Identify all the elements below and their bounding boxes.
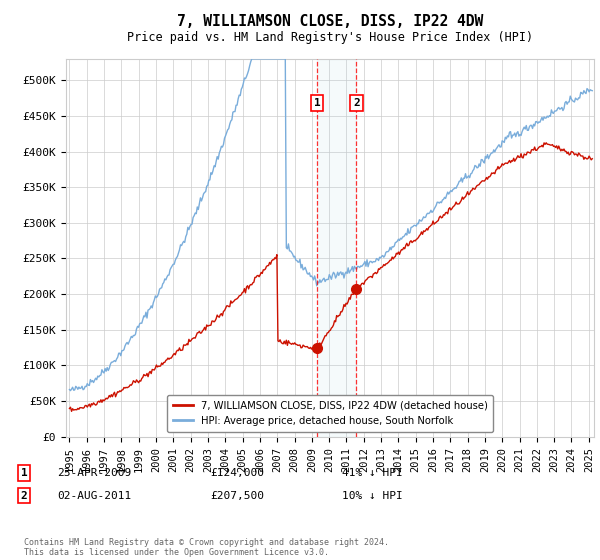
Legend: 7, WILLIAMSON CLOSE, DISS, IP22 4DW (detached house), HPI: Average price, detach: 7, WILLIAMSON CLOSE, DISS, IP22 4DW (det…: [167, 395, 493, 432]
Text: 2: 2: [353, 98, 360, 108]
Text: Price paid vs. HM Land Registry's House Price Index (HPI): Price paid vs. HM Land Registry's House …: [127, 31, 533, 44]
Text: 02-AUG-2011: 02-AUG-2011: [57, 491, 131, 501]
Text: 10% ↓ HPI: 10% ↓ HPI: [342, 491, 403, 501]
Text: Contains HM Land Registry data © Crown copyright and database right 2024.
This d: Contains HM Land Registry data © Crown c…: [24, 538, 389, 557]
Text: £207,500: £207,500: [210, 491, 264, 501]
Text: £124,000: £124,000: [210, 468, 264, 478]
Text: 1: 1: [314, 98, 320, 108]
Text: 41% ↓ HPI: 41% ↓ HPI: [342, 468, 403, 478]
Text: 2: 2: [20, 491, 28, 501]
Text: 7, WILLIAMSON CLOSE, DISS, IP22 4DW: 7, WILLIAMSON CLOSE, DISS, IP22 4DW: [177, 14, 483, 29]
Bar: [317, 59, 356, 437]
Text: 23-APR-2009: 23-APR-2009: [57, 468, 131, 478]
Text: 1: 1: [20, 468, 28, 478]
